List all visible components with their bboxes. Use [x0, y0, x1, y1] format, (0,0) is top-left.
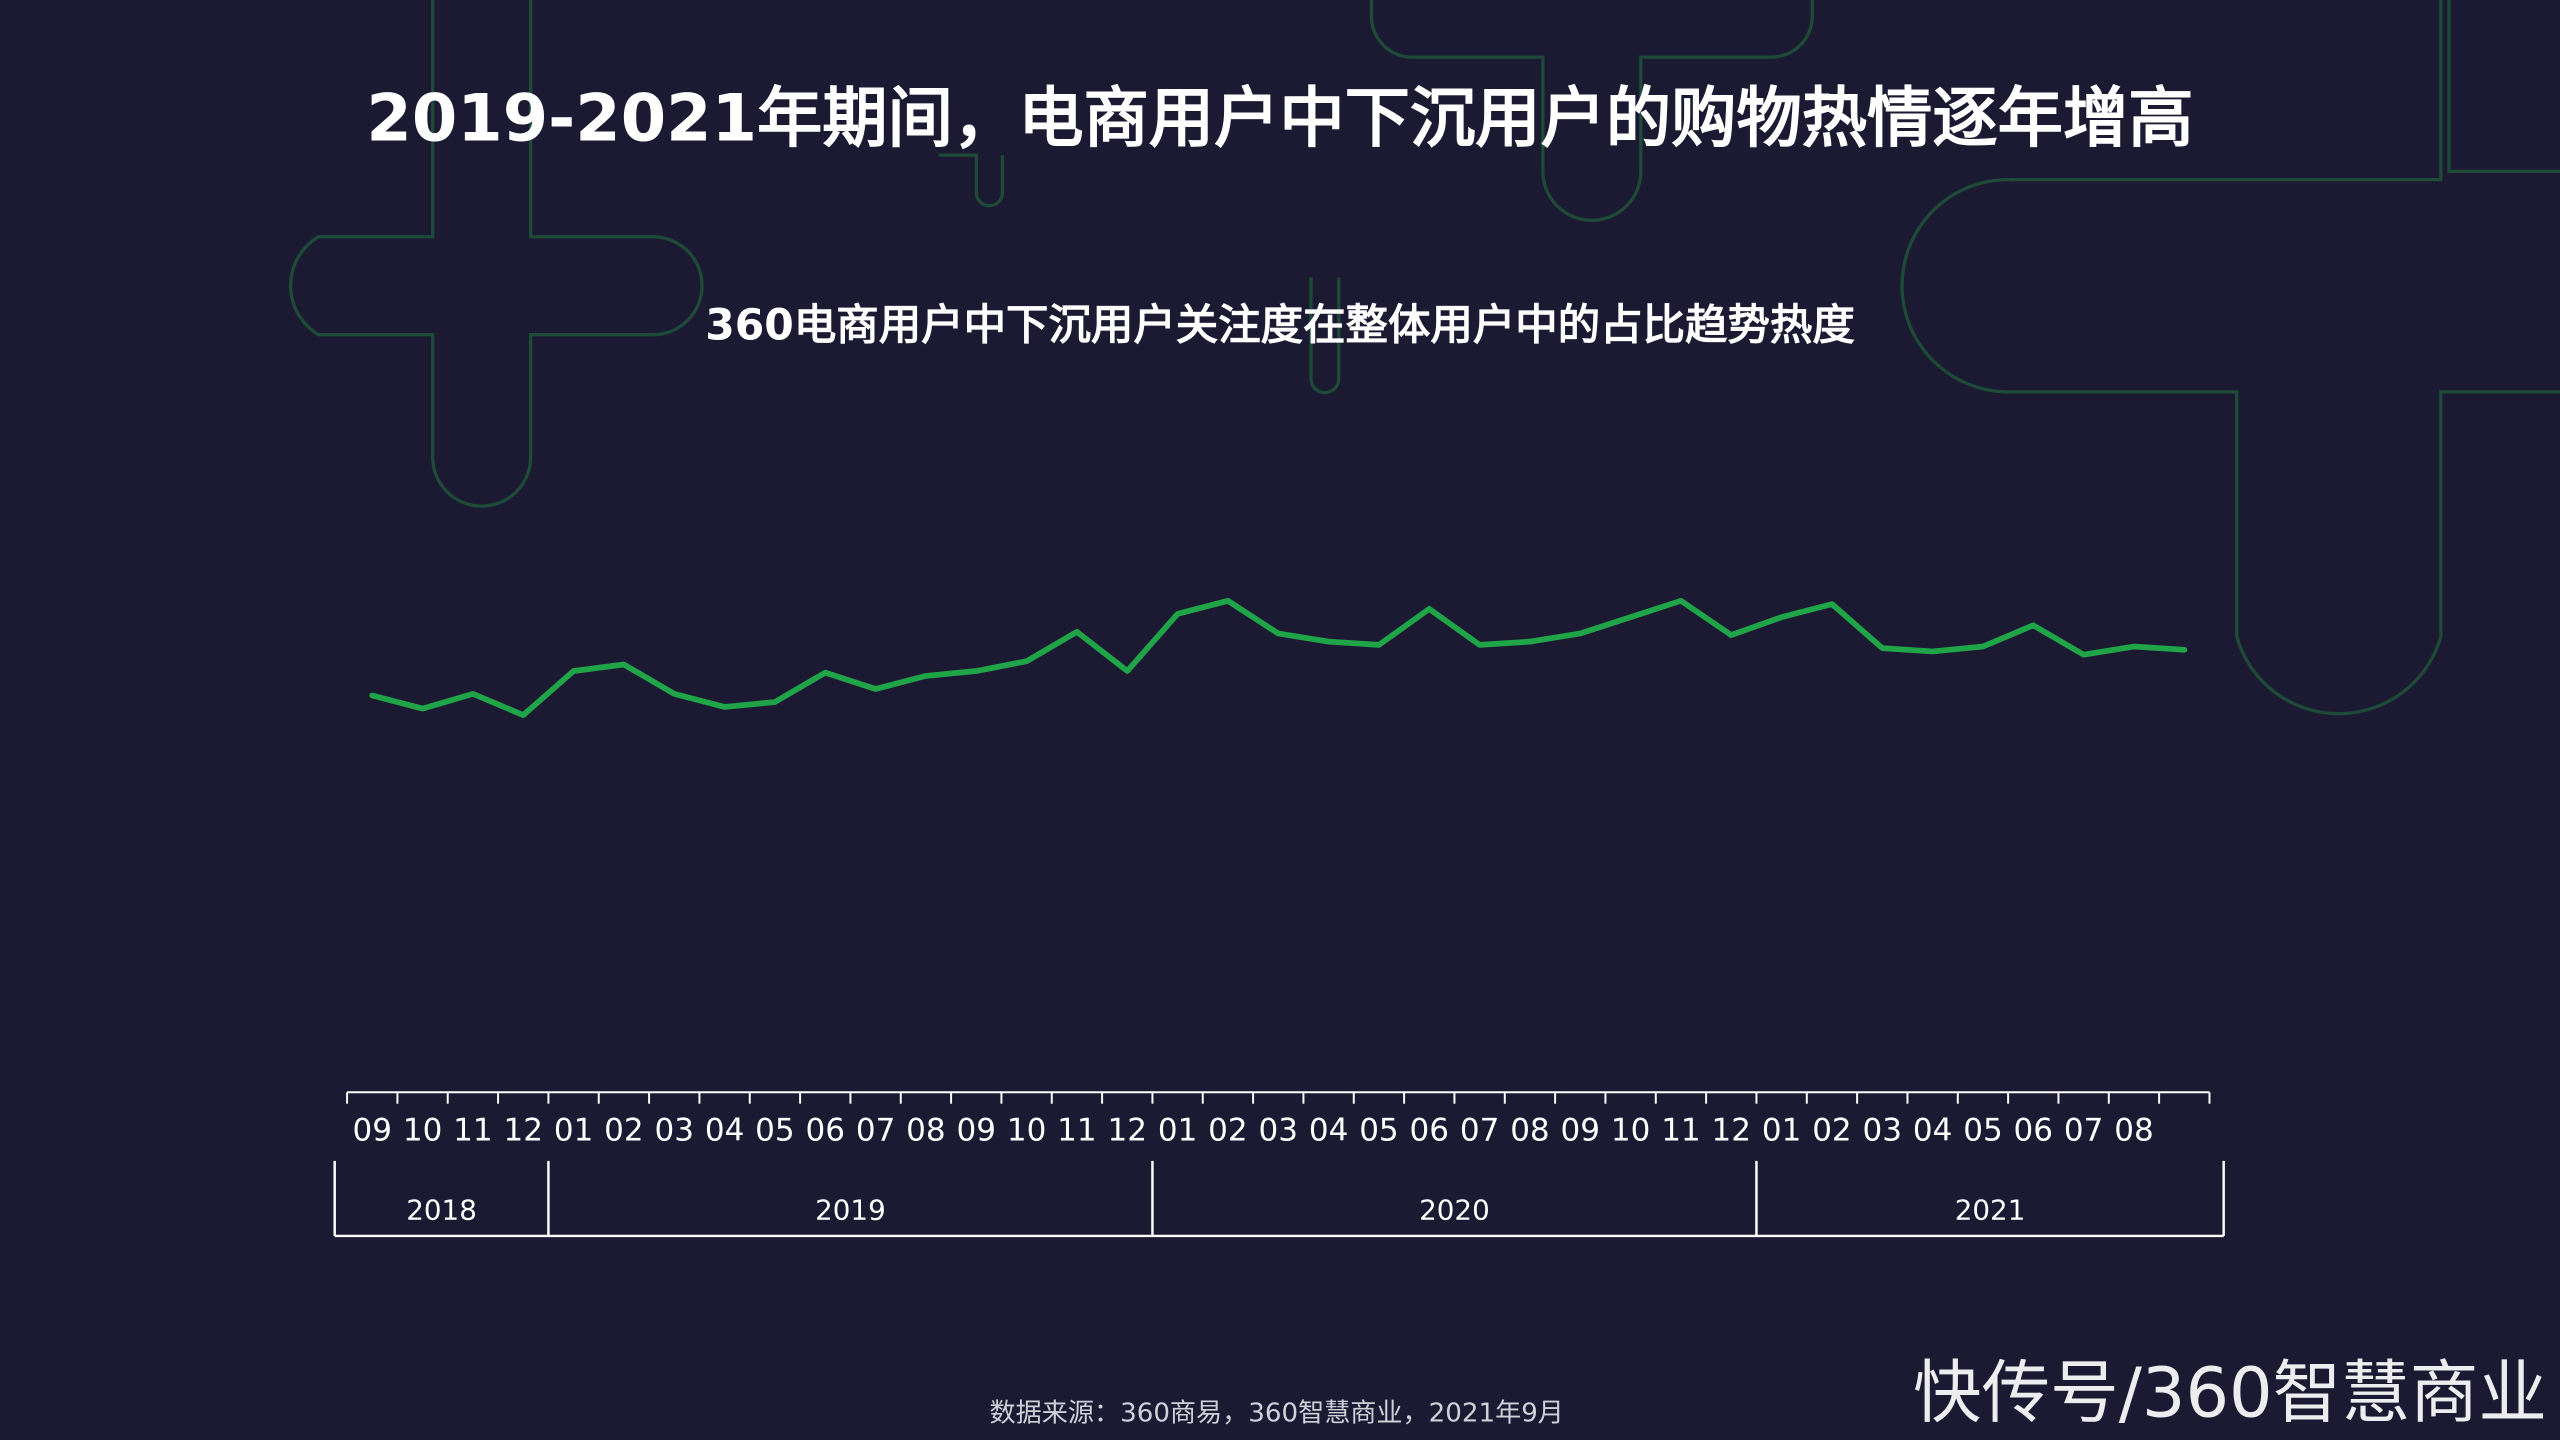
- x-tick-label: 09: [957, 1112, 996, 1148]
- x-tick-label: 09: [353, 1112, 392, 1148]
- x-tick-label: 04: [705, 1112, 744, 1148]
- x-tick-label: 08: [906, 1112, 945, 1148]
- x-tick-label: 07: [856, 1112, 895, 1148]
- x-tick-label: 10: [1611, 1112, 1650, 1148]
- x-tick-label: 08: [2114, 1112, 2153, 1148]
- x-tick-label: 06: [806, 1112, 845, 1148]
- x-tick-label: 04: [1309, 1112, 1348, 1148]
- x-tick-label: 10: [1007, 1112, 1046, 1148]
- x-tick-label: 05: [755, 1112, 794, 1148]
- year-label: 2019: [815, 1193, 886, 1226]
- watermark: 快传号/360智慧商业: [1913, 1354, 2547, 1434]
- x-tick-label: 05: [1963, 1112, 2002, 1148]
- x-tick-label: 05: [1359, 1112, 1398, 1148]
- x-tick-label: 11: [453, 1112, 492, 1148]
- chart-subtitle: 360电商用户中下沉用户关注度在整体用户中的占比趋势热度: [705, 302, 1855, 351]
- x-tick-label: 02: [1812, 1112, 1851, 1148]
- x-tick-label: 12: [1108, 1112, 1147, 1148]
- chart-title: 2019-2021年期间，电商用户中下沉用户的购物热情逐年增高: [366, 81, 2193, 157]
- x-tick-label: 08: [1510, 1112, 1549, 1148]
- x-tick-label: 02: [604, 1112, 643, 1148]
- year-label: 2021: [1955, 1193, 2026, 1226]
- x-tick-label: 06: [1410, 1112, 1449, 1148]
- x-tick-label: 11: [1057, 1112, 1096, 1148]
- year-label: 2018: [406, 1193, 477, 1226]
- x-tick-label: 03: [1863, 1112, 1902, 1148]
- x-tick-label: 01: [1158, 1112, 1197, 1148]
- x-tick-label: 10: [403, 1112, 442, 1148]
- x-tick-label: 12: [1712, 1112, 1751, 1148]
- x-tick-label: 06: [2014, 1112, 2053, 1148]
- x-tick-label: 12: [504, 1112, 543, 1148]
- x-tick-label: 01: [1762, 1112, 1801, 1148]
- year-label: 2020: [1419, 1193, 1490, 1226]
- decoration: [289, 0, 2560, 716]
- x-tick-label: 04: [1913, 1112, 1952, 1148]
- x-tick-label: 03: [1259, 1112, 1298, 1148]
- x-tick-label: 07: [1460, 1112, 1499, 1148]
- data-line: [369, 597, 2188, 718]
- x-tick-label: 02: [1208, 1112, 1247, 1148]
- x-tick-label: 11: [1661, 1112, 1700, 1148]
- x-tick-label: 07: [2064, 1112, 2103, 1148]
- x-tick-label: 03: [655, 1112, 694, 1148]
- x-tick-label: 01: [554, 1112, 593, 1148]
- x-tick-label: 09: [1561, 1112, 1600, 1148]
- source-note: 数据来源：360商易，360智慧商业，2021年9月: [990, 1398, 1564, 1428]
